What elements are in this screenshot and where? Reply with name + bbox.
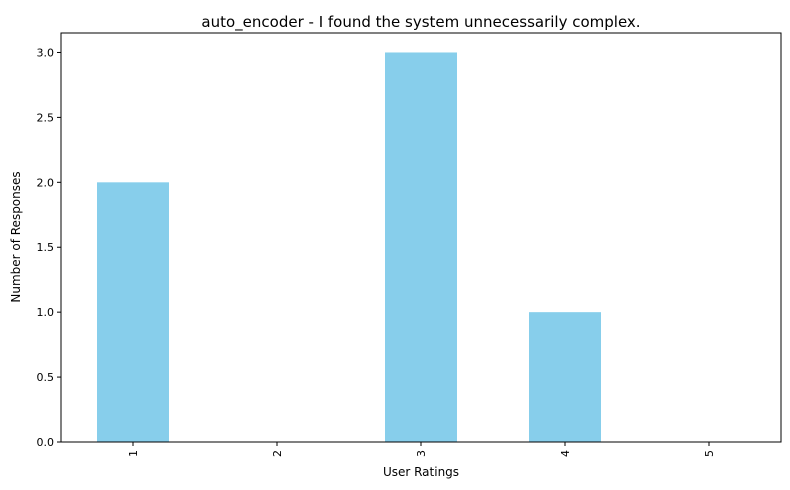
y-tick-label: 1.5 (37, 241, 55, 254)
y-tick-label: 0.5 (37, 371, 55, 384)
x-axis-ticks: 1 2 3 4 5 (127, 442, 716, 457)
bars-group (97, 52, 601, 443)
y-tick-label: 2.0 (37, 176, 55, 189)
x-tick-label: 4 (559, 450, 572, 457)
y-tick-label: 3.0 (37, 46, 55, 59)
bar-rating-1 (97, 182, 169, 443)
x-tick-label: 3 (415, 450, 428, 457)
x-tick-label: 2 (271, 450, 284, 457)
y-tick-label: 0.0 (37, 436, 55, 449)
chart-title: auto_encoder - I found the system unnece… (201, 13, 640, 32)
x-axis-label: User Ratings (383, 465, 459, 479)
y-tick-label: 2.5 (37, 111, 55, 124)
x-tick-label: 5 (703, 450, 716, 457)
y-tick-label: 1.0 (37, 306, 55, 319)
plot-frame (60, 32, 782, 443)
x-tick-label: 1 (127, 450, 140, 457)
y-axis-label: Number of Responses (9, 171, 23, 302)
y-axis-ticks: 0.0 0.5 1.0 1.5 2.0 2.5 3.0 (37, 46, 61, 449)
bar-rating-3 (385, 52, 457, 442)
bar-rating-4 (529, 312, 601, 442)
